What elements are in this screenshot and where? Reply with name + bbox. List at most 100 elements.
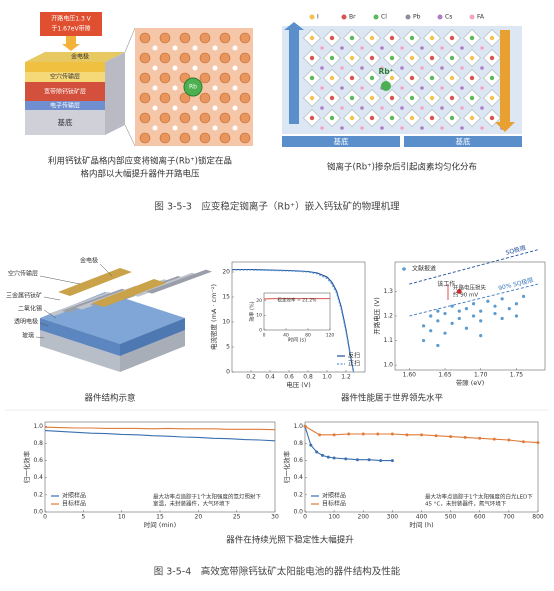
gold-strip [92, 279, 166, 307]
leader [99, 263, 113, 277]
point [347, 432, 351, 436]
y-tick-label: 0.4 [293, 474, 303, 481]
figure-caption: 图 3-5-4 高效宽带隙钙钛矿太阳能电池的器件结构及性能 [154, 566, 401, 578]
gold-top [25, 52, 125, 62]
x-tick-label: 800 [532, 514, 544, 521]
atom [369, 95, 375, 101]
atom [192, 105, 198, 111]
atom [369, 55, 375, 61]
x-axis-label: 时间 (s) [288, 337, 306, 344]
side-arrow [284, 22, 304, 124]
x-tick-label: 1.0 [322, 374, 332, 381]
atom [329, 75, 335, 81]
y-tick-label: 1.2 [383, 313, 393, 320]
x-tick-label: 500 [445, 514, 457, 521]
y-tick-label: 20 [256, 298, 262, 304]
x-tick-label: 1.70 [474, 372, 488, 379]
legend-label: Cs [445, 14, 452, 21]
atom [172, 45, 178, 51]
point [434, 434, 438, 438]
atom [172, 85, 178, 91]
point [443, 331, 447, 335]
atom [420, 126, 424, 130]
atom [369, 35, 375, 41]
atom [199, 72, 211, 84]
legend-swatch [469, 14, 475, 20]
atom [212, 85, 218, 91]
atom [172, 125, 178, 131]
x-axis-label: 带隙 (eV) [456, 378, 485, 387]
atom [340, 86, 344, 90]
atom [429, 115, 435, 121]
atom [320, 86, 324, 90]
point [344, 457, 348, 461]
atom [360, 66, 364, 70]
substrate-label: 基底 [456, 136, 471, 146]
atom [389, 35, 395, 41]
point [492, 437, 496, 441]
atom [489, 95, 495, 101]
structure-label: 空穴传输层 [8, 270, 38, 278]
limit-line [409, 283, 538, 317]
atom [429, 95, 435, 101]
atom [309, 75, 315, 81]
side-arrow [495, 30, 515, 132]
atom [320, 106, 324, 110]
point [376, 432, 380, 436]
point [450, 321, 454, 325]
panel-caption: 利用钙钛矿晶格内部应变将铷离子(Rb⁺)锁定在晶 [48, 156, 232, 167]
x-tick-label: 10 [118, 514, 126, 521]
zoom-line [124, 27, 136, 53]
x-tick-label: 0 [43, 514, 47, 521]
point [536, 441, 540, 445]
point [332, 433, 336, 437]
atom [329, 115, 335, 121]
atom [420, 86, 424, 90]
line-label: SQ极限 [505, 244, 527, 257]
atom [219, 52, 231, 64]
substrate [404, 136, 522, 147]
atom [219, 72, 231, 84]
leader [35, 336, 45, 339]
point [457, 309, 461, 313]
atom [360, 126, 364, 130]
atom [340, 126, 344, 130]
atom [152, 65, 158, 71]
point [493, 304, 497, 308]
atom [480, 126, 484, 130]
annotation: 45 °C，未封装器件，氮气环境下 [425, 500, 507, 508]
atom [369, 115, 375, 121]
plot-frame [44, 421, 276, 513]
x-tick-label: 1.75 [510, 372, 524, 379]
atom [152, 45, 158, 51]
atom [400, 106, 404, 110]
atom [460, 106, 464, 110]
layer [25, 62, 105, 72]
y-axis-label: 效率 (%) [249, 301, 256, 321]
atom [159, 112, 171, 124]
point [449, 435, 453, 439]
atom [212, 45, 218, 51]
point [320, 453, 324, 457]
lattice-bg [282, 26, 522, 134]
point [355, 458, 359, 462]
point [478, 436, 482, 440]
atom [139, 92, 151, 104]
atom [192, 125, 198, 131]
legend-label: 目标样品 [322, 500, 346, 508]
atom [239, 52, 251, 64]
atom [172, 65, 178, 71]
atom [409, 115, 415, 121]
legend-label: Pb [413, 14, 421, 21]
atom [460, 86, 464, 90]
structure-label: 二氧化锡 [18, 305, 42, 313]
x-tick-label: 40 [283, 333, 289, 339]
structure-label: 透明电极 [14, 318, 38, 326]
atom [139, 132, 151, 144]
structure-label: 金电极 [80, 257, 98, 265]
point [436, 319, 440, 323]
atom [409, 35, 415, 41]
atom [309, 115, 315, 121]
x-tick-label: 0.6 [284, 374, 294, 381]
glass-side [120, 330, 185, 372]
